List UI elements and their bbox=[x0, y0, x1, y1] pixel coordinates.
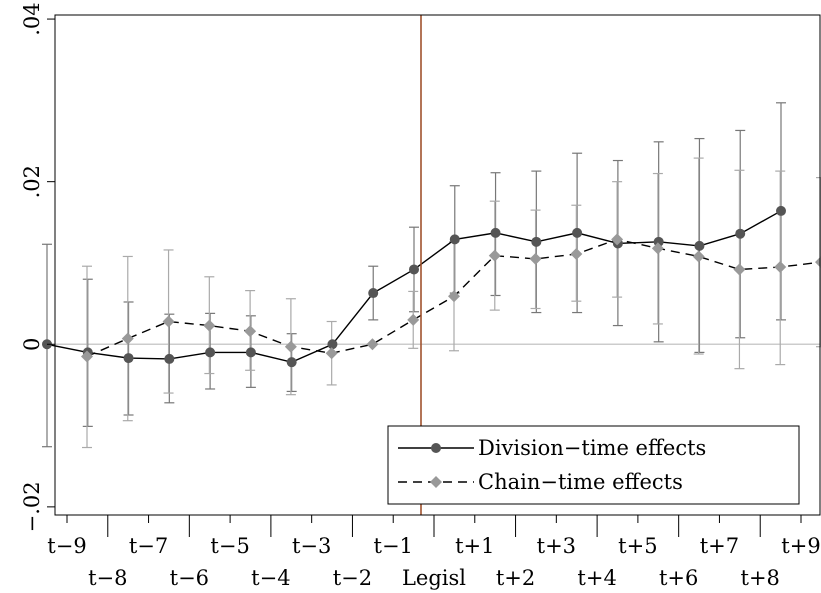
data-point-diamond bbox=[570, 248, 583, 261]
data-point-diamond bbox=[366, 338, 379, 351]
x-tick-label: t−8 bbox=[88, 566, 127, 590]
x-tick-label: t+3 bbox=[537, 534, 576, 558]
legend-marker-circle bbox=[431, 443, 441, 453]
y-tick-label: .04 bbox=[20, 2, 44, 35]
x-tick-label: t+9 bbox=[781, 534, 820, 558]
x-tick-label: t−7 bbox=[129, 534, 168, 558]
data-point-circle bbox=[694, 240, 705, 251]
data-point-diamond bbox=[733, 263, 746, 276]
data-point-diamond bbox=[325, 347, 338, 360]
x-tick-label: t+1 bbox=[455, 534, 494, 558]
x-tick-label: t−6 bbox=[170, 566, 209, 590]
data-point-diamond bbox=[488, 249, 501, 262]
data-point-circle bbox=[286, 357, 297, 368]
x-tick-label: t−1 bbox=[374, 534, 413, 558]
data-point-diamond bbox=[448, 290, 460, 303]
data-point-circle bbox=[531, 236, 542, 247]
legend-entry: Division−time effects bbox=[398, 436, 706, 460]
data-point-circle bbox=[327, 339, 338, 350]
data-point-diamond bbox=[407, 313, 420, 326]
x-tick-label: Legisl bbox=[402, 566, 466, 590]
data-point-circle bbox=[776, 205, 786, 216]
x-tick-label: t−4 bbox=[251, 566, 290, 590]
data-point-circle bbox=[490, 227, 501, 238]
x-tick-label: t+2 bbox=[496, 566, 535, 590]
legend-label: Division−time effects bbox=[478, 436, 706, 460]
y-tick-label: .02 bbox=[20, 165, 44, 198]
x-tick-label: t+8 bbox=[741, 566, 780, 590]
plot-frame bbox=[54, 14, 821, 516]
data-point-diamond bbox=[284, 340, 297, 353]
x-tick-label: t+7 bbox=[700, 534, 739, 558]
legend-marker-diamond bbox=[430, 476, 442, 488]
series-markers bbox=[42, 205, 821, 368]
data-point-diamond bbox=[244, 325, 257, 338]
x-tick-label: t−3 bbox=[292, 534, 331, 558]
data-point-circle bbox=[449, 234, 460, 245]
x-tick-label: t+5 bbox=[618, 534, 657, 558]
legend-label: Chain−time effects bbox=[478, 470, 683, 494]
data-point-diamond bbox=[651, 242, 664, 255]
legend-box bbox=[387, 425, 800, 505]
x-tick-label: t+6 bbox=[659, 566, 698, 590]
data-point-circle bbox=[123, 353, 134, 364]
data-point-diamond bbox=[611, 233, 624, 246]
y-tick-label: 0 bbox=[20, 338, 44, 351]
legend: Division−time effects Chain−time effects bbox=[387, 425, 800, 505]
ci-bar bbox=[816, 177, 821, 348]
data-point-diamond bbox=[81, 350, 93, 363]
data-point-diamond bbox=[203, 319, 216, 332]
x-tick-label: t−2 bbox=[333, 566, 372, 590]
data-point-circle bbox=[368, 288, 379, 299]
data-point-circle bbox=[735, 228, 746, 239]
axes: −.02 0 .02 .04 t−9t−8t−7t−6t−5t−4t−3t−2t−1 Le… bbox=[20, 2, 821, 590]
x-tick-label: t−9 bbox=[47, 534, 86, 558]
x-tick-label: t+4 bbox=[577, 566, 616, 590]
data-point-diamond bbox=[692, 250, 705, 263]
data-point-diamond bbox=[529, 252, 542, 265]
data-point-diamond bbox=[121, 332, 134, 345]
data-point-circle bbox=[245, 347, 256, 358]
data-point-diamond bbox=[774, 261, 787, 274]
data-point-circle bbox=[205, 347, 216, 358]
x-tick-label: t−5 bbox=[210, 534, 249, 558]
data-point-circle bbox=[409, 264, 419, 275]
data-point-diamond bbox=[162, 315, 175, 328]
legend-entry: Chain−time effects bbox=[398, 470, 683, 494]
data-point-circle bbox=[164, 353, 175, 364]
data-point-circle bbox=[572, 227, 583, 238]
y-tick-label: −.02 bbox=[20, 481, 44, 532]
